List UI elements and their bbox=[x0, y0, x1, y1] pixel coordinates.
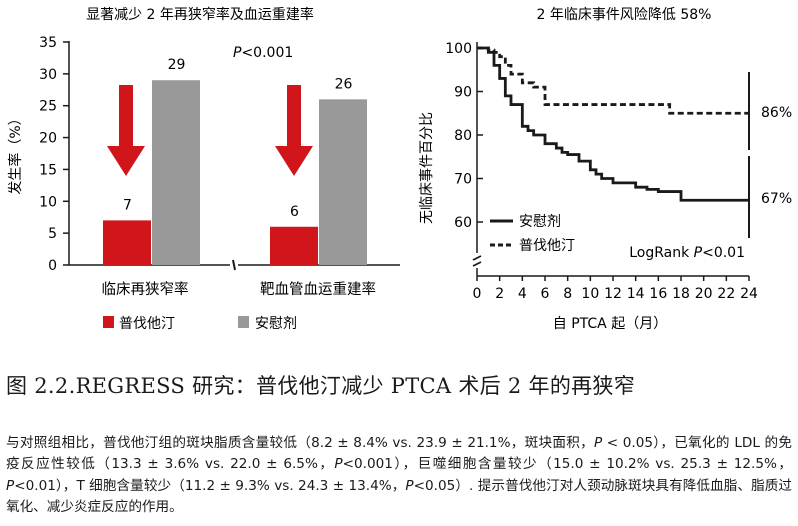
bar-y-tick-label: 0 bbox=[48, 258, 57, 274]
km-curve-placebo bbox=[477, 46, 749, 202]
figure-caption: 图 2.2.REGRESS 研究：普伐他汀减少 PTCA 术后 2 年的再狭窄 bbox=[6, 370, 796, 400]
bar-chart-title: 显著减少 2 年再狭窄率及血运重建率 bbox=[86, 6, 314, 23]
bar-y-tick-label: 5 bbox=[48, 226, 57, 242]
p-value-symbol: P bbox=[6, 477, 15, 494]
bar-axis-break bbox=[232, 259, 236, 271]
figure-canvas: 显著减少 2 年再狭窄率及血运重建率 发生率（%） 05101520253035… bbox=[7, 6, 792, 332]
p-value-symbol: P bbox=[593, 435, 603, 451]
body-text-segment: < 0.05），已氧化的 LDL 的免疫反应性较低（13.3 ± 3.6% vs… bbox=[6, 435, 792, 473]
line-y-axis-label: 无临床事件百分比 bbox=[419, 112, 435, 224]
body-text-segment: <0.05）. 提示普伐他汀对人颈动脉斑块具有降低血脂、脂质过氧化、减少炎症反应… bbox=[6, 477, 792, 516]
line-y-tick-label: 60 bbox=[454, 215, 472, 231]
line-x-tick-label: 4 bbox=[518, 286, 527, 302]
p-value-symbol: P bbox=[334, 456, 343, 473]
km-curve-pravastatin bbox=[477, 46, 749, 115]
bar-category-label: 临床再狭窄率 bbox=[102, 280, 189, 298]
body-text-segment: <0.001），巨噬细胞含量较少（15.0 ± 10.2% vs. 25.3 ±… bbox=[342, 456, 792, 473]
legend-swatch-pravastatin bbox=[103, 316, 114, 328]
line-x-axis-label: 自 PTCA 起（月） bbox=[553, 316, 667, 332]
figure-caption-label: 图 2.2. bbox=[6, 374, 76, 398]
body-paragraph: 与对照组相比，普伐他汀组的斑块脂质含量较低（8.2 ± 8.4% vs. 23.… bbox=[6, 433, 792, 519]
figure-caption-text: REGRESS 研究：普伐他汀减少 PTCA 术后 2 年的再狭窄 bbox=[75, 374, 636, 398]
bar-y-axis-label: 发生率（%） bbox=[7, 111, 24, 194]
line-x-tick-label: 12 bbox=[604, 286, 622, 302]
line-x-tick-label: 18 bbox=[672, 286, 690, 302]
bar-category-label: 靶血管血运重建率 bbox=[260, 281, 376, 298]
legend-label: 普伐他汀 bbox=[519, 238, 575, 254]
bar-chart: 显著减少 2 年再狭窄率及血运重建率 发生率（%） 0 5 10 15 20 25 30 35… bbox=[7, 6, 400, 332]
line-chart-title: 2 年临床事件风险降低 58% bbox=[537, 7, 712, 23]
line-y-tick-label: 80 bbox=[454, 128, 472, 144]
down-arrow-icon bbox=[275, 85, 313, 176]
bar-y-tick-label: 15 bbox=[39, 162, 57, 178]
bar-y-tick-label: 20 bbox=[39, 131, 57, 147]
line-axis-break bbox=[472, 261, 482, 267]
down-arrow-icon bbox=[107, 85, 145, 176]
bar-value-label: 26 bbox=[335, 76, 353, 92]
body-text-segment: 与对照组相比，普伐他汀组的斑块脂质含量较低（8.2 ± 8.4% vs. 23.… bbox=[6, 435, 594, 451]
line-axis-break bbox=[472, 255, 482, 261]
line-x-tick-label: 16 bbox=[649, 286, 667, 302]
bar-placebo bbox=[319, 99, 367, 265]
line-y-tick-label: 90 bbox=[454, 85, 472, 101]
line-x-tick-label: 2 bbox=[495, 286, 504, 302]
line-x-tick-label: 8 bbox=[563, 286, 572, 302]
bar-y-tick-label: 30 bbox=[39, 67, 57, 83]
line-x-tick-label: 10 bbox=[581, 286, 599, 302]
p-value-symbol: P bbox=[405, 477, 414, 494]
end-label-placebo: 67% bbox=[761, 191, 792, 207]
legend-swatch-placebo bbox=[238, 316, 249, 328]
line-x-tick-label: 24 bbox=[740, 286, 758, 302]
line-x-tick-label: 6 bbox=[541, 286, 550, 302]
line-x-tick-label: 14 bbox=[627, 286, 645, 302]
line-x-tick-label: 22 bbox=[717, 286, 735, 302]
bar-y-tick-label: 25 bbox=[39, 99, 57, 115]
line-x-tick-label: 20 bbox=[695, 286, 713, 302]
bar-p-annotation: P<0.001 bbox=[233, 45, 293, 61]
bar-y-tick-label: 35 bbox=[39, 35, 57, 51]
legend-label: 安慰剂 bbox=[519, 213, 561, 230]
bar-placebo bbox=[152, 80, 200, 265]
body-text-segment: <0.01），T 细胞含量较少（11.2 ± 9.3% vs. 24.3 ± 1… bbox=[14, 477, 406, 494]
legend-label: 普伐他汀 bbox=[119, 316, 175, 332]
bar-y-tick-label: 10 bbox=[39, 194, 57, 210]
bar-value-label: 6 bbox=[290, 204, 299, 220]
line-y-tick-label: 100 bbox=[445, 41, 472, 57]
bar-value-label: 7 bbox=[123, 197, 132, 213]
logrank-annotation: LogRank P<0.01 bbox=[629, 245, 745, 261]
legend-label: 安慰剂 bbox=[255, 315, 297, 332]
bar-pravastatin bbox=[103, 220, 151, 265]
line-y-tick-label: 70 bbox=[454, 172, 472, 188]
bar-value-label: 29 bbox=[168, 57, 186, 73]
end-label-pravastatin: 86% bbox=[761, 105, 792, 121]
line-legend: 安慰剂 普伐他汀 bbox=[490, 213, 575, 254]
bar-legend: 普伐他汀 安慰剂 bbox=[103, 315, 297, 332]
bar-pravastatin bbox=[270, 226, 318, 265]
line-x-tick-label: 0 bbox=[473, 286, 482, 302]
